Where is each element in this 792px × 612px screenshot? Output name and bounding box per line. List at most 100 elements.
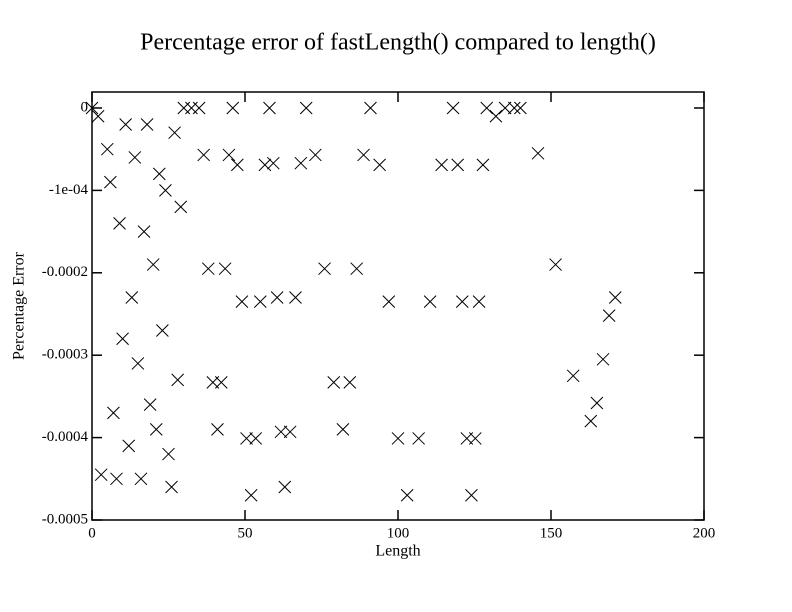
data-point bbox=[104, 175, 117, 189]
data-point bbox=[119, 118, 133, 131]
y-tick-label: -0.0003 bbox=[42, 347, 88, 363]
data-point bbox=[336, 423, 350, 436]
data-point bbox=[274, 425, 288, 439]
data-point bbox=[226, 101, 240, 115]
data-point bbox=[391, 432, 405, 445]
data-point bbox=[566, 369, 580, 383]
data-point bbox=[498, 101, 512, 115]
data-point bbox=[110, 472, 123, 486]
data-point bbox=[137, 225, 151, 238]
data-point bbox=[373, 158, 386, 172]
data-point bbox=[531, 146, 545, 160]
data-point bbox=[480, 101, 494, 115]
data-point bbox=[590, 396, 604, 410]
data-point bbox=[240, 432, 253, 445]
data-point bbox=[266, 156, 280, 170]
data-point bbox=[230, 158, 244, 172]
data-point bbox=[608, 291, 622, 304]
data-point bbox=[113, 216, 126, 230]
data-point bbox=[318, 262, 331, 276]
data-point bbox=[94, 468, 108, 482]
data-point bbox=[400, 488, 414, 502]
data-point bbox=[596, 352, 610, 366]
data-point bbox=[143, 398, 157, 411]
y-axis-label: Percentage Error bbox=[11, 251, 28, 360]
data-point bbox=[584, 414, 598, 428]
data-point bbox=[309, 148, 322, 162]
data-point bbox=[235, 295, 249, 308]
data-point bbox=[350, 262, 364, 276]
data-point bbox=[125, 291, 139, 304]
data-point bbox=[152, 167, 166, 181]
data-point bbox=[214, 376, 228, 389]
data-point bbox=[107, 406, 120, 420]
data-point bbox=[465, 488, 478, 502]
data-point bbox=[289, 291, 302, 304]
data-point bbox=[327, 376, 341, 389]
y-tick-label: -0.0005 bbox=[42, 511, 88, 527]
data-point bbox=[85, 101, 99, 115]
data-point bbox=[412, 432, 426, 445]
data-point bbox=[174, 200, 188, 214]
data-point bbox=[299, 101, 313, 115]
x-tick-label: 200 bbox=[693, 525, 716, 541]
data-point bbox=[131, 357, 145, 370]
data-point bbox=[294, 156, 308, 170]
data-point bbox=[244, 488, 258, 502]
data-point bbox=[382, 295, 396, 308]
data-point bbox=[201, 262, 215, 276]
data-point bbox=[134, 472, 148, 486]
data-point bbox=[197, 148, 211, 162]
data-point bbox=[357, 148, 370, 162]
data-point bbox=[122, 439, 136, 453]
data-point bbox=[549, 258, 562, 271]
data-point bbox=[343, 376, 357, 389]
data-point bbox=[149, 423, 163, 436]
data-point bbox=[211, 423, 224, 436]
data-point bbox=[218, 262, 232, 276]
data-point bbox=[146, 258, 160, 271]
data-point bbox=[258, 158, 272, 172]
data-point bbox=[171, 373, 185, 387]
data-point bbox=[476, 158, 490, 172]
chart-title: Percentage error of fastLength() compare… bbox=[140, 30, 656, 56]
data-point bbox=[192, 101, 206, 115]
data-point bbox=[468, 432, 482, 445]
data-point bbox=[116, 332, 129, 346]
y-tick-label: 0 bbox=[81, 99, 89, 115]
data-point bbox=[283, 425, 297, 439]
data-point bbox=[128, 151, 142, 164]
data-point bbox=[156, 324, 169, 337]
data-point bbox=[253, 295, 267, 308]
x-tick-label: 100 bbox=[387, 525, 410, 541]
x-tick-label: 150 bbox=[540, 525, 563, 541]
y-tick-label: -1e-04 bbox=[49, 182, 89, 198]
data-point bbox=[100, 142, 114, 156]
data-point bbox=[222, 148, 236, 162]
y-tick-label: -0.0002 bbox=[42, 264, 88, 280]
x-tick-label: 0 bbox=[88, 525, 96, 541]
data-point bbox=[472, 295, 486, 308]
data-point bbox=[514, 101, 527, 115]
data-point bbox=[602, 309, 616, 322]
data-point bbox=[446, 101, 460, 115]
data-point bbox=[278, 480, 292, 494]
data-point bbox=[489, 109, 503, 123]
y-tick-label: -0.0004 bbox=[42, 429, 89, 445]
x-axis-label: Length bbox=[375, 543, 420, 560]
data-point bbox=[435, 158, 448, 172]
x-tick-label: 50 bbox=[238, 525, 253, 541]
data-point bbox=[423, 295, 437, 308]
data-point bbox=[140, 118, 154, 131]
data-point bbox=[263, 101, 276, 115]
data-point bbox=[168, 126, 181, 140]
data-point bbox=[364, 101, 377, 115]
data-point bbox=[162, 447, 175, 461]
data-point bbox=[270, 291, 284, 304]
data-point bbox=[455, 295, 469, 308]
data-point bbox=[507, 101, 521, 115]
data-point bbox=[159, 184, 172, 197]
